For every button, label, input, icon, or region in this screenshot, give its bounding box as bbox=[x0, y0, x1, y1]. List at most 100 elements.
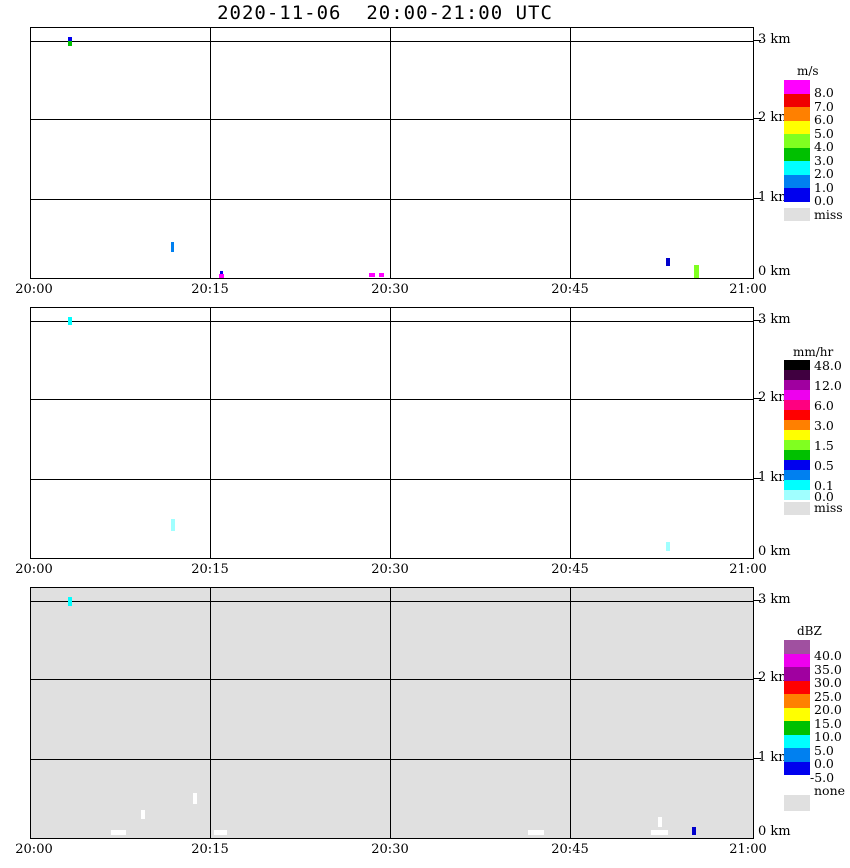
panel-rain-intensity bbox=[30, 307, 754, 559]
gridline-h bbox=[31, 320, 753, 322]
colorbar-tick-label: 8.0 bbox=[814, 85, 834, 100]
colorbar-tick-label: 6.0 bbox=[814, 398, 834, 413]
data-cell bbox=[219, 274, 224, 278]
gridline-h bbox=[31, 40, 753, 42]
colorbar-tick-label: 15.0 bbox=[814, 715, 842, 731]
data-cell bbox=[111, 830, 126, 835]
colorbar-missing-label: miss bbox=[814, 500, 843, 515]
colorbar-unit-rain-intensity: mm/hr bbox=[793, 345, 834, 359]
data-cell bbox=[68, 317, 72, 325]
x-tick-label: 20:45 bbox=[551, 282, 589, 297]
gridline-h bbox=[31, 679, 753, 680]
gridline-h bbox=[31, 479, 753, 480]
y-tick-label: 0 km bbox=[758, 544, 791, 559]
data-cell bbox=[666, 258, 670, 266]
colorbar-tick-label: 10.0 bbox=[814, 729, 842, 744]
colorbar-tick-label: 20.0 bbox=[814, 702, 842, 717]
x-tick-label: 20:15 bbox=[191, 282, 229, 297]
figure-title: 2020-11-06 20:00-21:00 UTC bbox=[217, 2, 553, 24]
gridline-v bbox=[570, 28, 571, 278]
y-tick-label: 1 km bbox=[758, 750, 791, 765]
colorbar-tick-label: 5.0 bbox=[814, 742, 834, 758]
x-tick-label: 21:00 bbox=[729, 562, 767, 577]
gridline-v bbox=[210, 28, 211, 278]
y-tick bbox=[754, 478, 761, 479]
colorbar-tick-label: 7.0 bbox=[814, 98, 834, 114]
gridline-v bbox=[210, 588, 211, 838]
y-tick-label: 3 km bbox=[758, 32, 791, 47]
x-tick-label: 20:45 bbox=[551, 562, 589, 577]
data-cell bbox=[171, 519, 175, 531]
gridline-h bbox=[31, 399, 753, 400]
colorbar-tick-label: 1.5 bbox=[814, 438, 834, 453]
y-tick bbox=[754, 319, 761, 321]
x-tick-label: 20:00 bbox=[15, 842, 53, 857]
y-tick-label: 1 km bbox=[758, 190, 791, 205]
y-tick-label: 2 km bbox=[758, 670, 791, 685]
colorbar-tick-label: 0.1 bbox=[814, 478, 834, 493]
colorbar-tick-label: 25.0 bbox=[814, 688, 842, 704]
gridline-v bbox=[390, 308, 391, 558]
data-cell bbox=[220, 271, 223, 276]
data-cell bbox=[658, 817, 662, 827]
gridline-v bbox=[570, 308, 571, 558]
gridline-h bbox=[31, 600, 753, 602]
colorbar-tick-label: 0.5 bbox=[814, 458, 834, 473]
colorbar-tick-label: 12.0 bbox=[814, 378, 842, 393]
colorbar-bands-fall-velocity bbox=[784, 80, 810, 202]
gridline-v bbox=[390, 588, 391, 838]
y-tick-label: 3 km bbox=[758, 312, 791, 327]
x-tick-label: 20:30 bbox=[371, 282, 409, 297]
x-tick-label: 20:15 bbox=[191, 842, 229, 857]
colorbar-unit-fall-velocity: m/s bbox=[797, 64, 819, 78]
gridline-h bbox=[31, 119, 753, 120]
x-tick-label: 20:45 bbox=[551, 842, 589, 857]
data-cell bbox=[214, 830, 227, 835]
colorbar-tick-label: 3.0 bbox=[814, 418, 834, 433]
data-cell bbox=[171, 242, 174, 252]
colorbar-tick-label: 5.0 bbox=[814, 125, 834, 141]
y-tick bbox=[754, 198, 761, 199]
data-cell bbox=[193, 793, 197, 804]
y-tick-label: 0 km bbox=[758, 824, 791, 839]
data-cell bbox=[694, 265, 699, 278]
panel-fall-velocity bbox=[30, 27, 754, 279]
colorbar-rain-intensity bbox=[784, 360, 810, 500]
colorbar-tick-label: 3.0 bbox=[814, 152, 834, 168]
colorbar-tick-label: 40.0 bbox=[814, 648, 842, 663]
y-tick-label: 3 km bbox=[758, 592, 791, 607]
x-tick-label: 20:15 bbox=[191, 562, 229, 577]
colorbar-tick-label: -5.0 bbox=[810, 769, 835, 785]
gridline-v bbox=[390, 28, 391, 278]
x-tick-label: 20:00 bbox=[15, 282, 53, 297]
y-tick-label: 2 km bbox=[758, 390, 791, 405]
y-tick bbox=[754, 678, 761, 679]
colorbar-tick-label: 48.0 bbox=[814, 358, 842, 373]
colorbar-tick-label: 6.0 bbox=[814, 112, 834, 127]
colorbar-tick-label: 35.0 bbox=[814, 661, 842, 677]
colorbar-missing-label: none bbox=[814, 783, 846, 798]
colorbar-missing-swatch bbox=[784, 502, 810, 515]
x-tick-label: 21:00 bbox=[729, 842, 767, 857]
gridline-h bbox=[31, 199, 753, 200]
colorbar-missing-swatch bbox=[784, 208, 810, 221]
x-tick-label: 21:00 bbox=[729, 282, 767, 297]
y-tick-label: 2 km bbox=[758, 110, 791, 125]
y-tick bbox=[754, 118, 761, 119]
colorbar-unit-reflectivity: dBZ bbox=[797, 624, 822, 638]
data-cell bbox=[369, 273, 375, 277]
data-cell bbox=[68, 37, 72, 42]
x-tick-label: 20:00 bbox=[15, 562, 53, 577]
data-cell bbox=[528, 830, 544, 835]
colorbar-missing-swatch bbox=[784, 795, 810, 811]
y-tick bbox=[754, 39, 761, 41]
data-cell bbox=[692, 827, 696, 835]
y-tick-label: 1 km bbox=[758, 470, 791, 485]
colorbar-tick-label: 0.0 bbox=[814, 756, 834, 771]
x-tick-label: 20:30 bbox=[371, 562, 409, 577]
colorbar-tick-label: 2.0 bbox=[814, 166, 834, 181]
colorbar-tick-label: 0.0 bbox=[814, 489, 834, 504]
colorbar-reflectivity bbox=[784, 640, 810, 775]
data-cell bbox=[68, 41, 72, 46]
